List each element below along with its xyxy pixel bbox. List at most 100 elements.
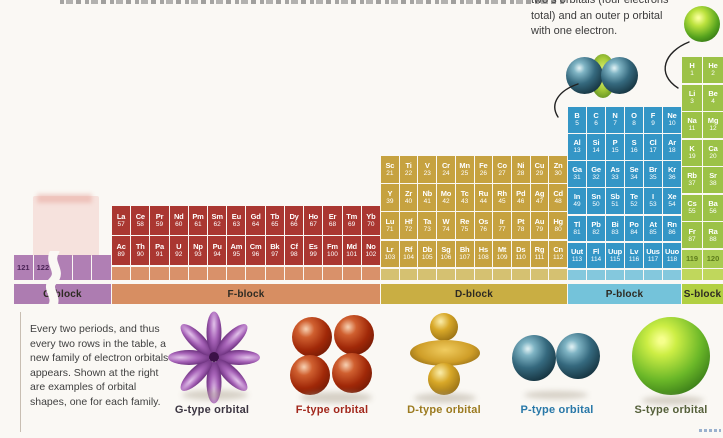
empty-cell	[112, 266, 131, 280]
element-Pu: Pu 94	[208, 236, 227, 266]
element-He: He 2	[703, 57, 723, 84]
element-Li: Li 3	[682, 84, 702, 111]
empty-cell	[606, 269, 624, 280]
empty-cell	[304, 266, 323, 280]
element-Rh: Rh 45	[493, 184, 511, 211]
empty-cell	[150, 266, 169, 280]
element-Np: Np 93	[188, 236, 208, 266]
element-Ni: Ni 28	[511, 156, 530, 183]
element-Ta: Ta 73	[418, 212, 437, 240]
element-120: 120	[703, 249, 723, 268]
element-P: P 15	[606, 134, 624, 160]
element-Pt: Pt 78	[511, 212, 530, 240]
empty-cell	[682, 269, 702, 280]
element-Pr: Pr 59	[150, 206, 169, 235]
p-orbital-right-lobe	[556, 333, 600, 379]
empty-cell	[549, 268, 567, 280]
element-Kr: Kr 36	[663, 161, 681, 187]
boron-p-orbital-left-lobe	[566, 57, 603, 94]
f-orbital-shadow	[300, 392, 372, 403]
element-Mn: Mn 25	[455, 156, 474, 183]
s-orbital-shadow	[642, 396, 704, 405]
s-block-label: S-block	[683, 288, 722, 300]
empty-cell	[323, 266, 342, 280]
element-Bh: Bh 107	[455, 240, 474, 268]
f-orbital-illustration	[290, 315, 376, 399]
d-orbital-torus	[410, 340, 480, 366]
element-Sb: Sb 51	[606, 188, 624, 215]
empty-cell	[493, 268, 511, 280]
g-block-band: G-block	[14, 284, 111, 304]
empty-cell	[568, 269, 586, 280]
f-orbital-label: F-type orbital	[295, 404, 369, 416]
d-orbital-bottom-lobe	[428, 363, 460, 395]
intro-paragraph: Every two periods, and thus every two ro…	[30, 323, 169, 408]
element-Er: Er 68	[323, 206, 342, 235]
element-Rf: Rf 104	[399, 240, 418, 268]
element-Sg: Sg 106	[437, 240, 455, 268]
g-orbital-shadow	[182, 390, 248, 400]
element-Ti: Ti 22	[399, 156, 418, 183]
element-Uup: Uup 115	[606, 242, 624, 269]
g-block-label: G-block	[43, 288, 82, 300]
d-block-band: D-block	[381, 284, 567, 304]
p-orbital-label: P-type orbital	[520, 404, 594, 416]
element-At: At 85	[644, 215, 662, 242]
element-Gd: Gd 64	[246, 206, 265, 235]
empty-cell	[188, 266, 208, 280]
element-In: In 49	[568, 188, 586, 215]
element-Sc: Sc 21	[381, 156, 399, 183]
element-Nd: Nd 60	[169, 206, 188, 235]
pink-smudge	[37, 194, 92, 203]
element-Re: Re 75	[455, 212, 474, 240]
element-Se: Se 34	[625, 161, 643, 187]
empty-cell	[227, 266, 246, 280]
element-Cf: Cf 98	[284, 236, 304, 266]
element-Bi: Bi 83	[606, 215, 624, 242]
element-122: 122	[33, 255, 53, 280]
element-Pb: Pb 82	[587, 215, 605, 242]
element-Cr: Cr 24	[437, 156, 455, 183]
element-Au: Au 79	[530, 212, 549, 240]
element-W: W 74	[437, 212, 455, 240]
element-Uus: Uus 117	[644, 242, 662, 269]
element-As: As 33	[606, 161, 624, 187]
element-U: U 92	[169, 236, 188, 266]
element-I: I 53	[644, 188, 662, 215]
element-Ga: Ga 31	[568, 161, 586, 187]
p-block-grid: B 5 C 6 N 7 O 8 F 9 Ne 10 Al 13 Si 14 P 15 S 16 Cl 17 Ar 18 Ga 31…	[568, 107, 681, 280]
empty-cell	[703, 269, 723, 280]
element-Yb: Yb 70	[361, 206, 380, 235]
element-121: 121	[14, 255, 33, 280]
orbital-caption-line-3: with one electron.	[531, 25, 618, 37]
element-La: La 57	[112, 206, 131, 235]
p-orbital-illustration	[512, 331, 602, 383]
s-block-grid: H 1 He 2 Li 3 Be 4 Na 11 Mg 12 K 19 Ca 20 Rb 37 Sr 38 Cs 55 Ba…	[682, 57, 723, 280]
element-Cd: Cd 48	[549, 184, 567, 211]
f-orbital-lobe	[290, 355, 330, 395]
g-orbital-illustration	[168, 311, 260, 404]
empty-cell	[361, 266, 380, 280]
element-Uut: Uut 113	[568, 242, 586, 269]
element-Zr: Zr 40	[399, 184, 418, 211]
element-Si: Si 14	[587, 134, 605, 160]
element-Fe: Fe 26	[474, 156, 493, 183]
orbital-caption-line-1: two s orbitals (four electrons	[531, 0, 669, 6]
empty-cell	[474, 268, 493, 280]
element-Br: Br 35	[644, 161, 662, 187]
d-orbital-top-lobe	[430, 313, 458, 341]
d-orbital-label: D-type orbital	[407, 404, 481, 416]
element-Ds: Ds 110	[511, 240, 530, 268]
element-Ho: Ho 67	[304, 206, 323, 235]
element-Xe: Xe 54	[663, 188, 681, 215]
element-Db: Db 105	[418, 240, 437, 268]
empty-cell	[437, 268, 455, 280]
element-Eu: Eu 63	[227, 206, 246, 235]
empty-cell	[644, 269, 662, 280]
element-Rb: Rb 37	[682, 167, 702, 194]
empty-cell	[381, 268, 399, 280]
s-block-band: S-block	[682, 284, 723, 304]
f-orbital-lobe	[292, 317, 332, 357]
